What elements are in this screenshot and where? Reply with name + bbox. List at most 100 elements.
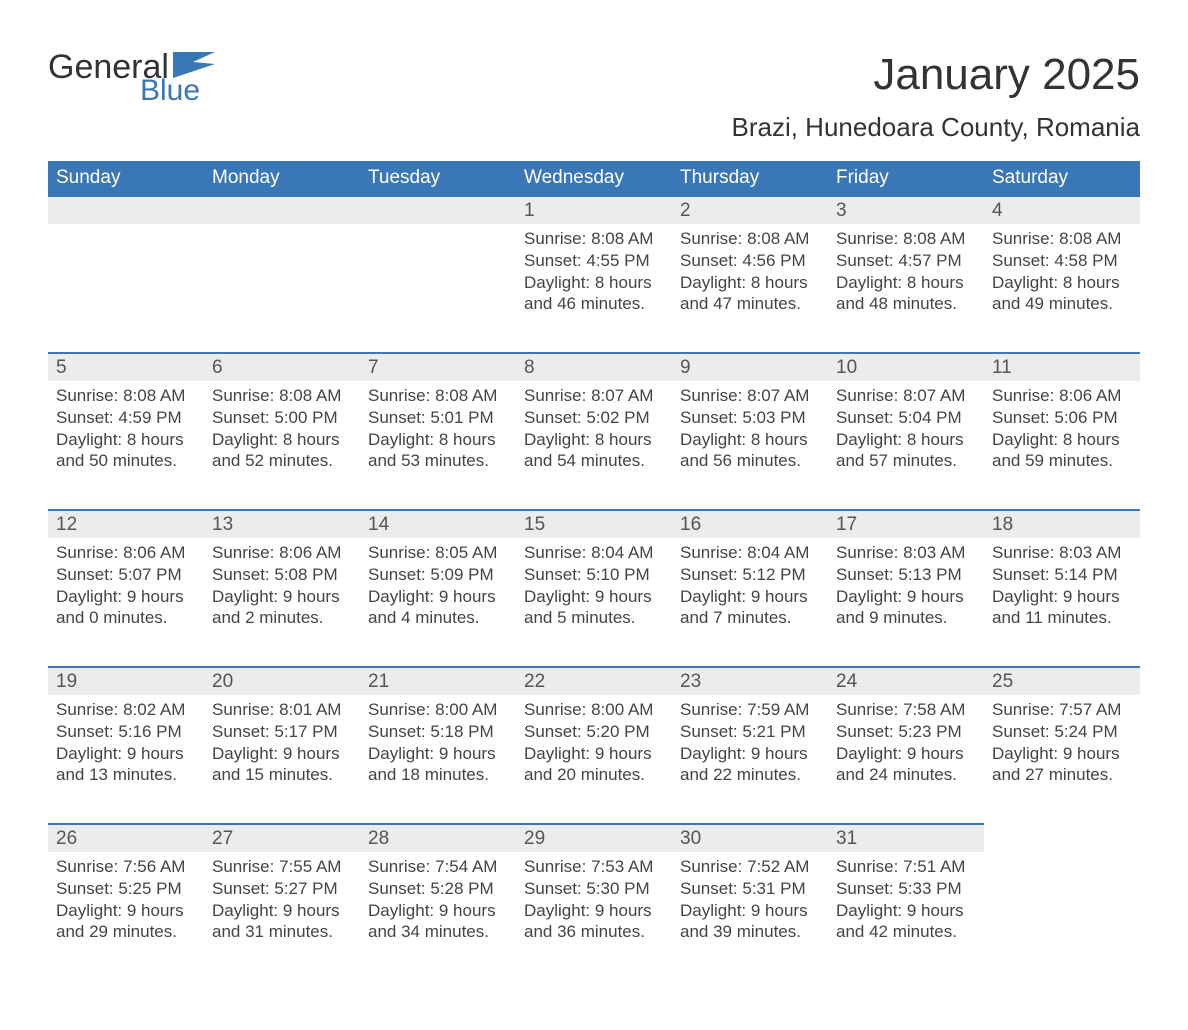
day-content-cell: Sunrise: 7:52 AMSunset: 5:31 PMDaylight:… <box>672 852 828 980</box>
day-content-cell: Sunrise: 8:04 AMSunset: 5:10 PMDaylight:… <box>516 538 672 666</box>
day-number: 1 <box>516 195 672 224</box>
day-header-row: SundayMondayTuesdayWednesdayThursdayFrid… <box>48 161 1140 195</box>
daylight-line: Daylight: 9 hours and 11 minutes. <box>992 586 1132 630</box>
daylight-line: Daylight: 9 hours and 2 minutes. <box>212 586 352 630</box>
sunset-line: Sunset: 5:10 PM <box>524 564 664 586</box>
day-number-cell: 12 <box>48 509 204 538</box>
day-number-cell: 21 <box>360 666 516 695</box>
day-content-cell <box>48 224 204 352</box>
day-content: Sunrise: 8:08 AMSunset: 4:59 PMDaylight:… <box>48 381 204 490</box>
day-content: Sunrise: 8:05 AMSunset: 5:09 PMDaylight:… <box>360 538 516 647</box>
day-content-cell: Sunrise: 7:55 AMSunset: 5:27 PMDaylight:… <box>204 852 360 980</box>
day-header: Saturday <box>984 161 1140 195</box>
day-number: 23 <box>672 666 828 695</box>
sunset-line: Sunset: 5:04 PM <box>836 407 976 429</box>
day-number-cell: 28 <box>360 823 516 852</box>
day-number-cell <box>984 823 1140 852</box>
sunrise-line: Sunrise: 7:56 AM <box>56 856 196 878</box>
daylight-line: Daylight: 9 hours and 18 minutes. <box>368 743 508 787</box>
day-header: Thursday <box>672 161 828 195</box>
sunrise-line: Sunrise: 8:08 AM <box>992 228 1132 250</box>
day-content: Sunrise: 7:56 AMSunset: 5:25 PMDaylight:… <box>48 852 204 961</box>
day-content: Sunrise: 7:53 AMSunset: 5:30 PMDaylight:… <box>516 852 672 961</box>
day-content: Sunrise: 8:00 AMSunset: 5:20 PMDaylight:… <box>516 695 672 804</box>
sunrise-line: Sunrise: 8:08 AM <box>212 385 352 407</box>
day-number: 13 <box>204 509 360 538</box>
day-number: 27 <box>204 823 360 852</box>
day-number-cell: 10 <box>828 352 984 381</box>
day-content: Sunrise: 8:08 AMSunset: 4:58 PMDaylight:… <box>984 224 1140 333</box>
day-content: Sunrise: 8:08 AMSunset: 4:57 PMDaylight:… <box>828 224 984 333</box>
sunrise-line: Sunrise: 7:52 AM <box>680 856 820 878</box>
day-number-cell: 16 <box>672 509 828 538</box>
day-content-cell: Sunrise: 8:08 AMSunset: 4:58 PMDaylight:… <box>984 224 1140 352</box>
day-number <box>360 195 516 224</box>
daylight-line: Daylight: 9 hours and 15 minutes. <box>212 743 352 787</box>
day-content-cell: Sunrise: 8:06 AMSunset: 5:07 PMDaylight:… <box>48 538 204 666</box>
sunset-line: Sunset: 5:21 PM <box>680 721 820 743</box>
day-content-cell: Sunrise: 8:03 AMSunset: 5:14 PMDaylight:… <box>984 538 1140 666</box>
day-number-cell: 18 <box>984 509 1140 538</box>
sunset-line: Sunset: 5:02 PM <box>524 407 664 429</box>
daylight-line: Daylight: 8 hours and 52 minutes. <box>212 429 352 473</box>
daylight-line: Daylight: 8 hours and 56 minutes. <box>680 429 820 473</box>
day-number: 22 <box>516 666 672 695</box>
week-content-row: Sunrise: 8:02 AMSunset: 5:16 PMDaylight:… <box>48 695 1140 823</box>
day-number: 11 <box>984 352 1140 381</box>
day-number <box>48 195 204 224</box>
day-content: Sunrise: 8:07 AMSunset: 5:02 PMDaylight:… <box>516 381 672 490</box>
daylight-line: Daylight: 8 hours and 57 minutes. <box>836 429 976 473</box>
day-content-cell <box>204 224 360 352</box>
day-number: 8 <box>516 352 672 381</box>
day-content-cell: Sunrise: 8:08 AMSunset: 5:01 PMDaylight:… <box>360 381 516 509</box>
day-number: 15 <box>516 509 672 538</box>
day-content: Sunrise: 8:03 AMSunset: 5:13 PMDaylight:… <box>828 538 984 647</box>
day-content: Sunrise: 8:07 AMSunset: 5:04 PMDaylight:… <box>828 381 984 490</box>
day-number: 6 <box>204 352 360 381</box>
daylight-line: Daylight: 9 hours and 39 minutes. <box>680 900 820 944</box>
sunrise-line: Sunrise: 8:05 AM <box>368 542 508 564</box>
sunrise-line: Sunrise: 8:08 AM <box>368 385 508 407</box>
sunset-line: Sunset: 5:23 PM <box>836 721 976 743</box>
day-number-cell: 7 <box>360 352 516 381</box>
day-content-cell <box>984 852 1140 980</box>
day-number: 17 <box>828 509 984 538</box>
day-number-cell: 4 <box>984 195 1140 224</box>
day-number-cell: 1 <box>516 195 672 224</box>
day-number-cell: 24 <box>828 666 984 695</box>
sunset-line: Sunset: 5:20 PM <box>524 721 664 743</box>
day-number <box>984 823 1140 850</box>
day-content: Sunrise: 8:04 AMSunset: 5:10 PMDaylight:… <box>516 538 672 647</box>
header: General Blue January 2025 <box>48 50 1140 106</box>
day-content-cell: Sunrise: 7:58 AMSunset: 5:23 PMDaylight:… <box>828 695 984 823</box>
day-number-cell: 13 <box>204 509 360 538</box>
day-number-cell: 14 <box>360 509 516 538</box>
sunset-line: Sunset: 4:55 PM <box>524 250 664 272</box>
day-number: 4 <box>984 195 1140 224</box>
day-number: 31 <box>828 823 984 852</box>
day-content: Sunrise: 7:55 AMSunset: 5:27 PMDaylight:… <box>204 852 360 961</box>
sunset-line: Sunset: 5:06 PM <box>992 407 1132 429</box>
day-number-cell: 2 <box>672 195 828 224</box>
day-content: Sunrise: 8:08 AMSunset: 4:55 PMDaylight:… <box>516 224 672 333</box>
day-number: 9 <box>672 352 828 381</box>
sunrise-line: Sunrise: 7:55 AM <box>212 856 352 878</box>
sunrise-line: Sunrise: 8:06 AM <box>212 542 352 564</box>
day-content-cell: Sunrise: 8:08 AMSunset: 4:56 PMDaylight:… <box>672 224 828 352</box>
day-content: Sunrise: 8:03 AMSunset: 5:14 PMDaylight:… <box>984 538 1140 647</box>
day-content-cell: Sunrise: 7:54 AMSunset: 5:28 PMDaylight:… <box>360 852 516 980</box>
day-number-cell <box>204 195 360 224</box>
day-content: Sunrise: 8:07 AMSunset: 5:03 PMDaylight:… <box>672 381 828 490</box>
day-number: 7 <box>360 352 516 381</box>
day-number: 12 <box>48 509 204 538</box>
day-number: 16 <box>672 509 828 538</box>
sunset-line: Sunset: 5:09 PM <box>368 564 508 586</box>
day-content-cell: Sunrise: 8:07 AMSunset: 5:04 PMDaylight:… <box>828 381 984 509</box>
sunrise-line: Sunrise: 8:07 AM <box>680 385 820 407</box>
day-number: 29 <box>516 823 672 852</box>
page-title: January 2025 <box>873 50 1140 100</box>
sunset-line: Sunset: 5:16 PM <box>56 721 196 743</box>
day-content-cell: Sunrise: 8:00 AMSunset: 5:20 PMDaylight:… <box>516 695 672 823</box>
day-content: Sunrise: 8:01 AMSunset: 5:17 PMDaylight:… <box>204 695 360 804</box>
day-number-cell: 20 <box>204 666 360 695</box>
